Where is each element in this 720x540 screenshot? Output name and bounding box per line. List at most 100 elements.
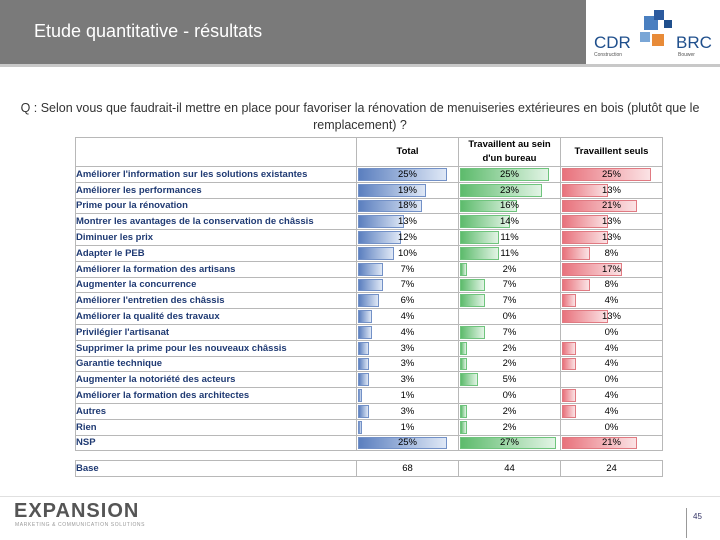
row-label: Améliorer la formation des artisans xyxy=(75,260,357,278)
column-header-total: Total xyxy=(356,137,459,167)
value-cell-seuls: 4% xyxy=(560,292,663,310)
table-row: Améliorer la formation des artisans 7% 2% 1… xyxy=(75,260,663,278)
value-text: 7% xyxy=(400,263,415,275)
value-cell-bureau: 0% xyxy=(458,387,561,404)
row-label: Garantie technique xyxy=(75,355,357,373)
value-cell-total: 1% xyxy=(356,387,459,404)
row-label: Augmenter la notoriété des acteurs xyxy=(75,371,357,389)
row-label: Supprimer la prime pour les nouveaux châ… xyxy=(75,339,357,357)
value-cell-seuls: 13% xyxy=(560,181,663,199)
value-text: 6% xyxy=(400,295,415,307)
value-cell-total: 4% xyxy=(356,308,459,325)
base-value-seuls: 24 xyxy=(560,460,663,478)
table-row: Diminuer les prix 12% 11% 13% xyxy=(75,229,663,246)
bar-total xyxy=(358,373,369,387)
value-text: 25% xyxy=(397,168,417,180)
bar-bureau xyxy=(460,231,500,244)
value-cell-total: 25% xyxy=(356,434,459,452)
value-cell-bureau: 11% xyxy=(458,244,561,262)
value-text: 7% xyxy=(502,279,517,291)
question-text: Q : Selon vous que faudrait-il mettre en… xyxy=(20,101,700,132)
value-text: 13% xyxy=(601,311,621,323)
bar-bureau xyxy=(460,262,468,276)
bar-total xyxy=(358,310,373,323)
table-row: Adapter le PEB 10% 11% 8% xyxy=(75,244,663,262)
value-text: 1% xyxy=(400,390,415,402)
value-cell-total: 3% xyxy=(356,371,459,389)
bar-bureau xyxy=(460,357,468,371)
value-cell-total: 3% xyxy=(356,355,459,373)
value-text: 13% xyxy=(397,216,417,228)
bar-total xyxy=(358,325,373,339)
row-label: Améliorer l'entretien des châssis xyxy=(75,292,357,310)
header-divider xyxy=(0,64,720,67)
bar-bureau xyxy=(460,420,468,434)
row-label: NSP xyxy=(75,434,357,452)
value-text: 2% xyxy=(502,342,517,354)
bar-bureau xyxy=(460,215,510,229)
value-text: 4% xyxy=(400,326,415,338)
value-text: 23% xyxy=(499,184,519,196)
value-text: 25% xyxy=(601,168,621,180)
footer-divider xyxy=(0,496,720,497)
value-cell-bureau: 23% xyxy=(458,181,561,199)
table-row: Privilégier l'artisanat 4% 7% 0% xyxy=(75,323,663,341)
brc-text: BRC xyxy=(676,33,712,52)
bar-seuls xyxy=(562,278,591,292)
results-table: Total Travaillent au sein d'un bureau Tr… xyxy=(75,137,663,478)
bar-total xyxy=(358,246,394,260)
column-header-bureau: Travaillent au sein d'un bureau xyxy=(458,137,561,167)
bar-seuls xyxy=(562,404,577,418)
value-text: 4% xyxy=(604,405,619,417)
row-label: Améliorer la formation des architectes xyxy=(75,387,357,404)
bar-total xyxy=(358,389,362,402)
table-row: Améliorer l'information sur les solution… xyxy=(75,166,663,183)
value-cell-bureau: 7% xyxy=(458,276,561,294)
bar-total xyxy=(358,215,405,229)
value-cell-seuls: 13% xyxy=(560,213,663,231)
value-cell-total: 3% xyxy=(356,402,459,420)
value-cell-total: 7% xyxy=(356,276,459,294)
value-text: 3% xyxy=(400,358,415,370)
value-text: 4% xyxy=(604,390,619,402)
value-text: 25% xyxy=(397,437,417,449)
value-text: 14% xyxy=(499,216,519,228)
bar-bureau xyxy=(460,404,468,418)
column-header-seuls: Travaillent seuls xyxy=(560,137,663,167)
table-row: Améliorer la qualité des travaux 4% 0% 13% xyxy=(75,308,663,325)
value-text: 13% xyxy=(601,216,621,228)
row-label: Adapter le PEB xyxy=(75,244,357,262)
value-cell-bureau: 7% xyxy=(458,323,561,341)
value-cell-bureau: 2% xyxy=(458,355,561,373)
table-row: Améliorer l'entretien des châssis 6% 7% 4% xyxy=(75,292,663,310)
table-row: Améliorer les performances 19% 23% 13% xyxy=(75,181,663,199)
value-text: 8% xyxy=(604,247,619,259)
value-cell-seuls: 25% xyxy=(560,166,663,183)
bar-seuls xyxy=(562,183,609,197)
bar-bureau xyxy=(460,325,485,339)
base-value-total: 68 xyxy=(356,460,459,478)
bar-bureau xyxy=(460,294,485,308)
value-text: 0% xyxy=(502,390,517,402)
value-text: 13% xyxy=(601,184,621,196)
cdr-brc-logo: CDR Construction BRC Bouwer xyxy=(592,8,718,60)
bar-bureau xyxy=(460,278,485,292)
value-text: 4% xyxy=(604,342,619,354)
row-label: Améliorer la qualité des travaux xyxy=(75,308,357,325)
bar-seuls xyxy=(562,168,651,181)
value-cell-bureau: 11% xyxy=(458,229,561,246)
value-text: 0% xyxy=(604,326,619,338)
bar-total xyxy=(358,262,383,276)
row-label: Montrer les avantages de la conservation… xyxy=(75,213,357,231)
row-label: Améliorer les performances xyxy=(75,181,357,199)
bar-bureau xyxy=(460,341,468,355)
value-cell-bureau: 16% xyxy=(458,197,561,215)
value-cell-total: 10% xyxy=(356,244,459,262)
bar-total xyxy=(358,231,401,244)
value-text: 2% xyxy=(502,405,517,417)
value-cell-bureau: 14% xyxy=(458,213,561,231)
base-label: Base xyxy=(75,460,357,478)
row-label: Privilégier l'artisanat xyxy=(75,323,357,341)
value-cell-total: 12% xyxy=(356,229,459,246)
table-row: Prime pour la rénovation 18% 16% 21% xyxy=(75,197,663,215)
